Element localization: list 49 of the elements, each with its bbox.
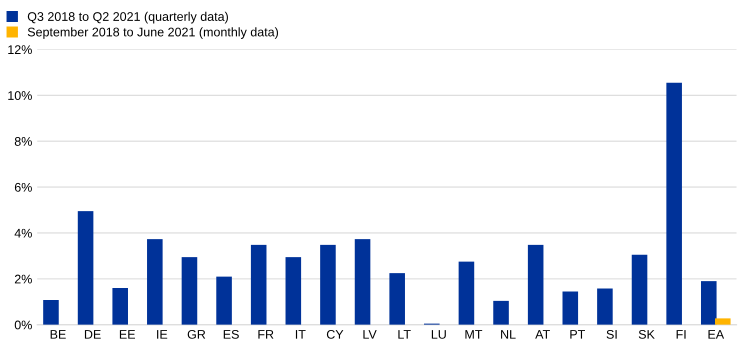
y-tick-label: 4% [14, 228, 32, 238]
x-tick-label: BE [50, 330, 66, 339]
y-tick-label: 12% [8, 45, 32, 54]
x-tick-label: NL [501, 330, 516, 339]
y-tick-label: 6% [14, 182, 32, 192]
bar [320, 244, 336, 325]
x-tick-label: EE [120, 330, 136, 339]
x-tick-label: SI [606, 330, 617, 339]
bar [389, 273, 405, 325]
bar [666, 82, 682, 325]
bar [216, 276, 232, 325]
legend-label: September 2018 to June 2021 (monthly data) [28, 27, 278, 39]
y-tick-label: 8% [14, 137, 32, 146]
x-tick-label: MT [465, 330, 482, 339]
bar [354, 239, 370, 325]
x-tick-label: DE [84, 330, 101, 339]
x-tick-label: FI [676, 330, 686, 339]
x-tick-label: EA [708, 330, 724, 339]
y-tick-label: 0% [14, 320, 32, 330]
x-tick-label: AT [535, 330, 550, 339]
bar [78, 211, 94, 325]
bar [182, 257, 198, 325]
x-tick-label: ES [224, 330, 239, 339]
bar [715, 318, 731, 325]
bar [112, 288, 128, 325]
x-tick-label: CY [326, 330, 344, 339]
bar [147, 239, 163, 325]
bar [597, 288, 613, 325]
x-tick-label: LT [398, 330, 411, 339]
bar [43, 300, 59, 325]
y-tick-label: 2% [14, 274, 32, 284]
x-tick-label: LU [432, 330, 446, 339]
bar [493, 300, 509, 325]
bar [250, 244, 266, 325]
bar [562, 291, 578, 325]
x-tick-label: GR [188, 330, 206, 339]
x-tick-label: PT [570, 330, 585, 339]
y-tick-label: 10% [8, 91, 32, 100]
x-tick-label: IE [157, 330, 168, 339]
bar [286, 257, 302, 325]
bar [632, 254, 648, 325]
x-tick-label: FR [258, 330, 274, 339]
x-tick-label: LV [363, 330, 377, 339]
bar [528, 244, 544, 325]
legend-label: Q3 2018 to Q2 2021 (quarterly data) [28, 12, 228, 24]
x-tick-label: IT [296, 330, 306, 339]
bar [700, 281, 717, 325]
x-tick-label: SK [638, 330, 655, 339]
bar [458, 262, 474, 325]
